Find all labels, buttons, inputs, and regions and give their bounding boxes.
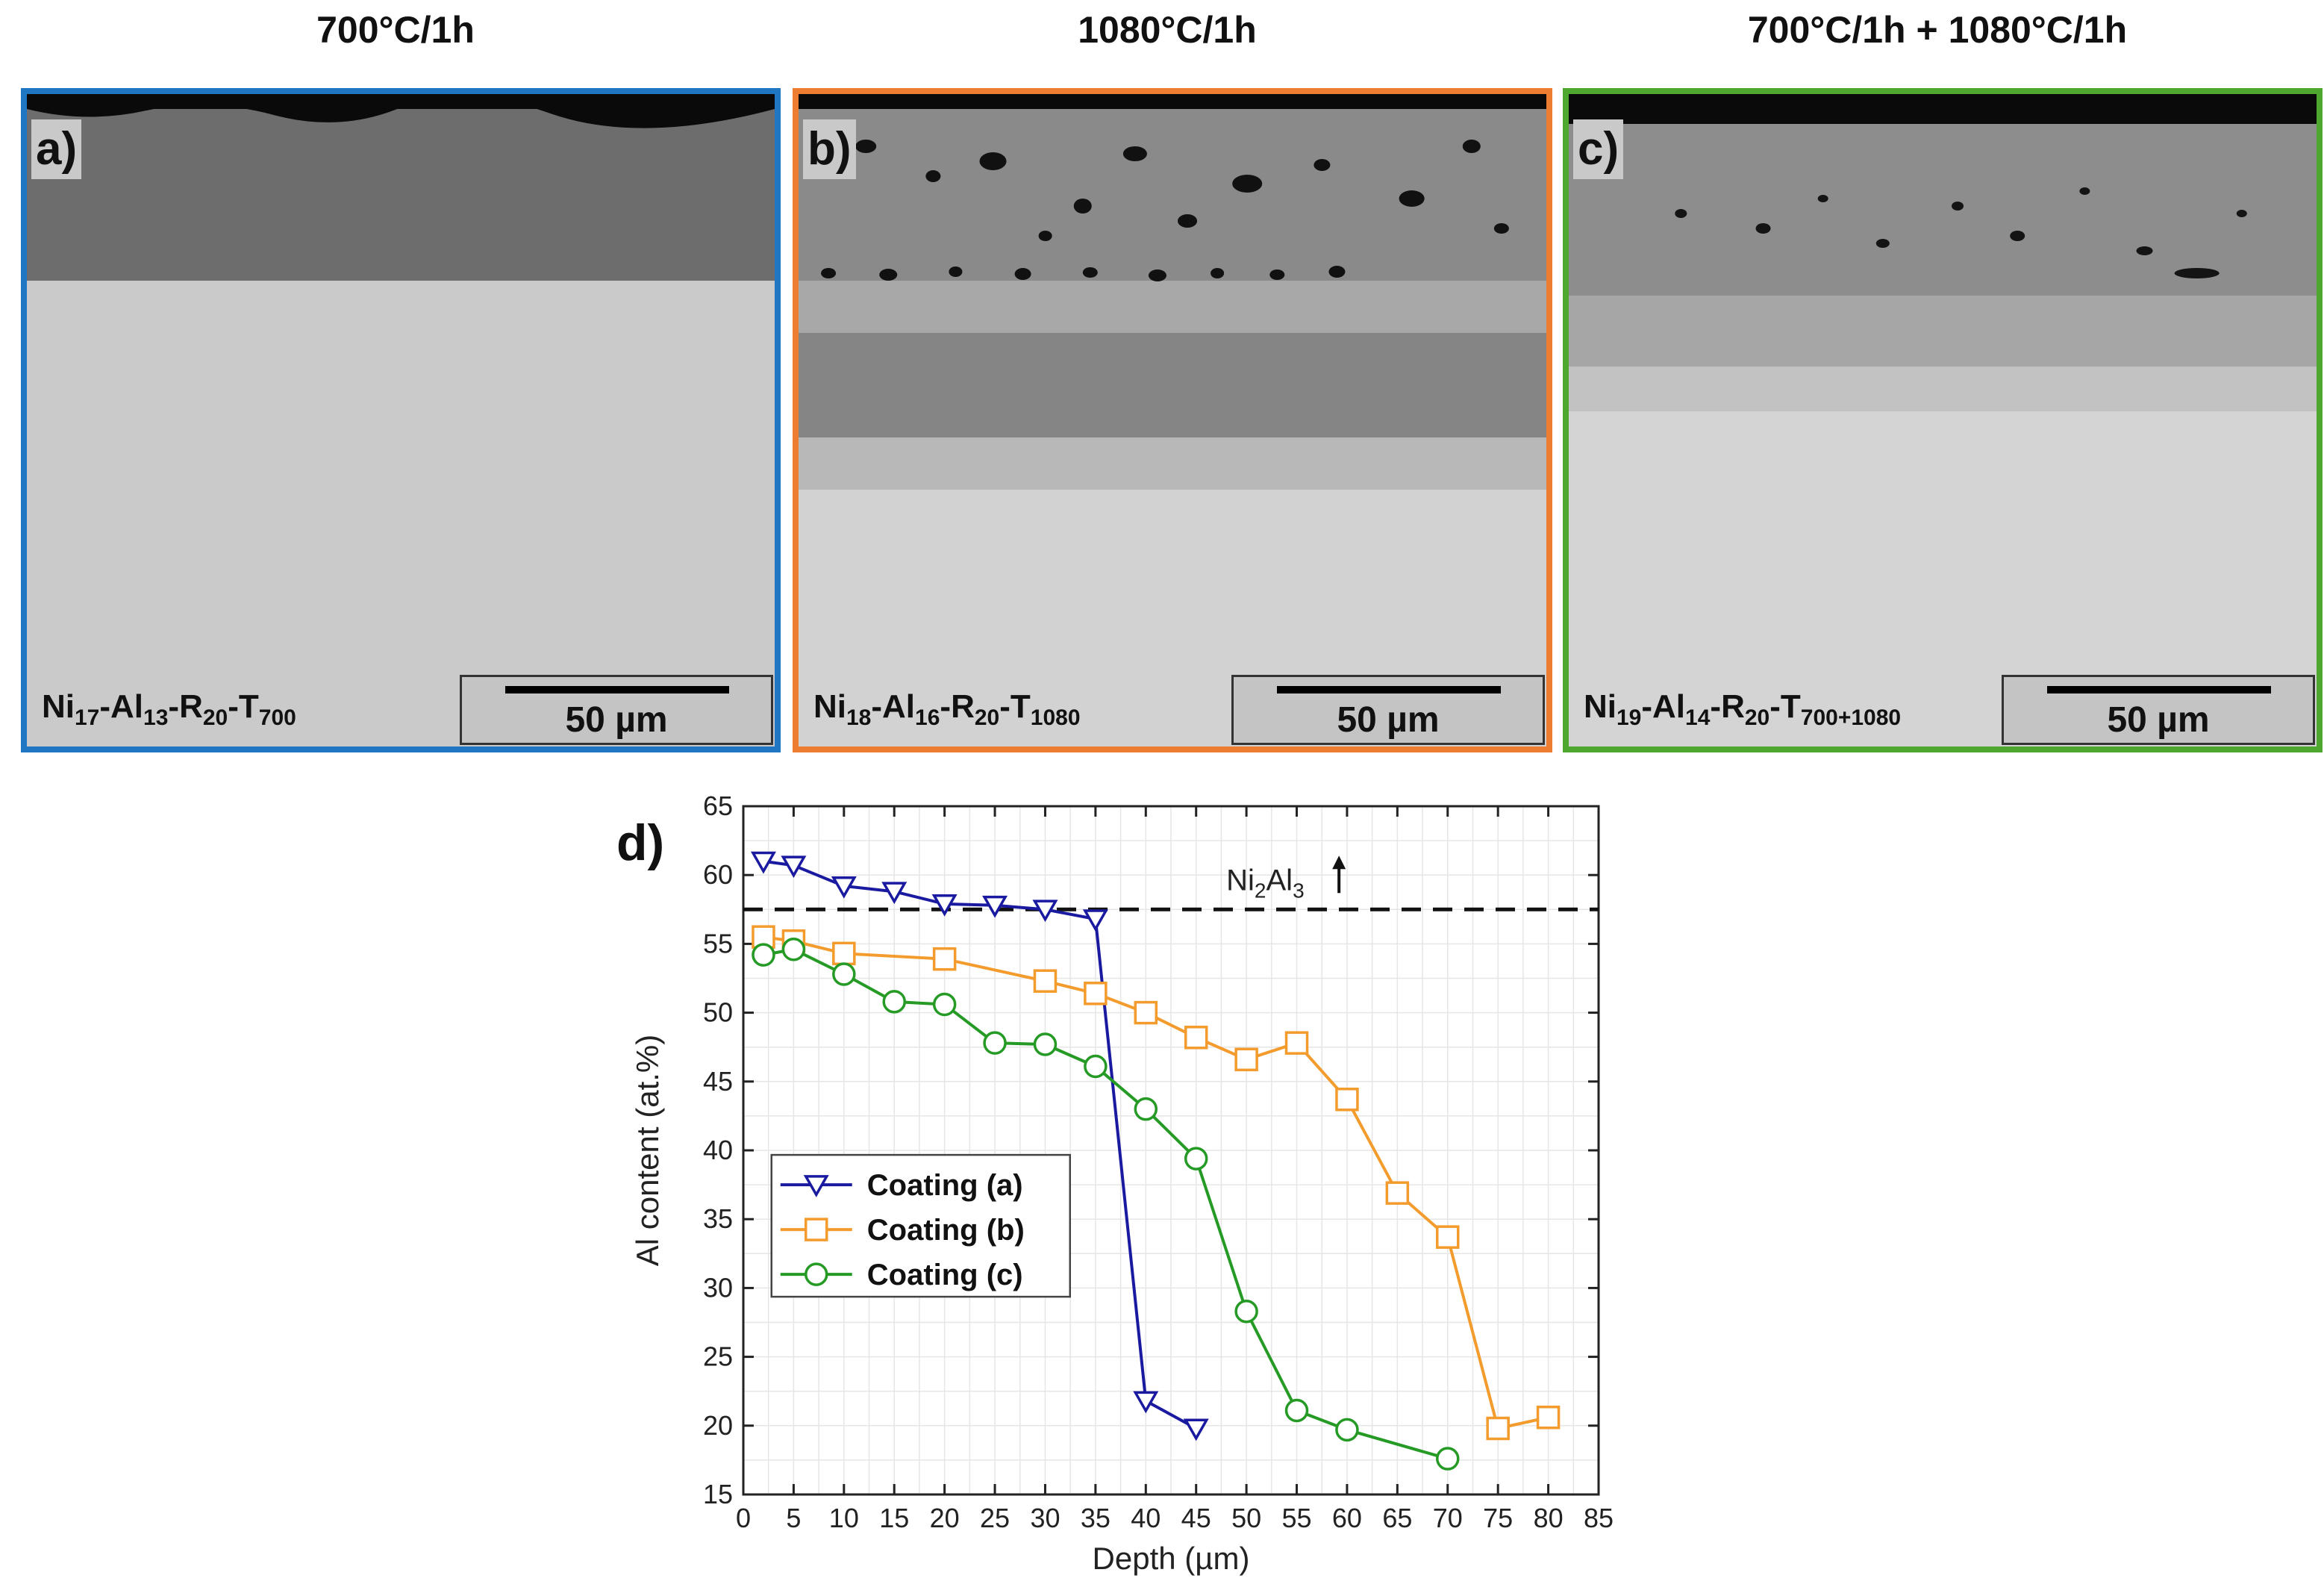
data-point <box>881 882 908 905</box>
data-point <box>752 943 775 967</box>
micrograph-panel-b: b) Ni18-Al16-R20-T1080 50 µm <box>793 88 1552 752</box>
y-tick-label: 40 <box>703 1135 733 1165</box>
data-point <box>781 938 806 961</box>
scale-bar-a: 50 µm <box>460 675 773 745</box>
x-tick-label: 25 <box>980 1503 1010 1533</box>
x-tick-label: 20 <box>930 1503 960 1533</box>
y-tick-label: 50 <box>703 997 733 1028</box>
data-point <box>1084 1054 1108 1079</box>
legend-label: Coating (a) <box>867 1169 1023 1202</box>
scale-bar-b: 50 µm <box>1231 675 1545 745</box>
data-point <box>831 876 857 899</box>
x-tick-label: 10 <box>829 1503 859 1533</box>
scale-bar-c: 50 µm <box>2002 675 2315 745</box>
data-point <box>931 894 958 917</box>
data-point <box>983 1031 1007 1055</box>
y-tick-label: 55 <box>703 928 733 958</box>
data-point <box>1133 1391 1159 1414</box>
data-point <box>932 947 957 971</box>
data-point <box>832 941 856 966</box>
data-point <box>750 851 776 874</box>
x-tick-label: 0 <box>736 1503 751 1533</box>
x-tick-label: 85 <box>1584 1503 1614 1533</box>
x-tick-label: 80 <box>1534 1503 1564 1533</box>
data-point <box>1184 1026 1208 1050</box>
data-point <box>1183 1418 1209 1441</box>
micrograph-c-image <box>1569 94 2317 746</box>
panel-b-title: 1080°C/1h <box>1078 9 1257 51</box>
data-point <box>882 990 906 1014</box>
y-tick-label: 65 <box>703 791 733 821</box>
x-tick-label: 70 <box>1433 1503 1463 1533</box>
micrograph-b-image <box>799 94 1546 746</box>
y-tick-label: 45 <box>703 1066 733 1097</box>
x-tick-label: 45 <box>1181 1503 1211 1533</box>
data-point <box>1284 1031 1309 1055</box>
y-tick-label: 30 <box>703 1272 733 1303</box>
arrow-head-icon <box>1332 855 1346 870</box>
data-point <box>1032 900 1058 923</box>
x-tick-label: 50 <box>1231 1503 1261 1533</box>
sample-label-a: Ni17-Al13-R20-T700 <box>42 688 296 730</box>
data-point <box>1234 1047 1258 1072</box>
data-point <box>1134 1000 1158 1025</box>
y-tick-label: 25 <box>703 1341 733 1372</box>
data-point <box>1284 1398 1309 1423</box>
data-point <box>1033 1032 1058 1056</box>
data-point <box>1385 1181 1410 1205</box>
data-point <box>1184 1147 1208 1170</box>
reference-line-label: Ni2Al3 <box>1226 864 1305 902</box>
data-point <box>1234 1299 1258 1324</box>
legend-marker <box>803 1175 829 1197</box>
panel-b-letter: b) <box>803 119 856 179</box>
series-line-1 <box>763 859 1197 1430</box>
data-point <box>832 962 856 986</box>
x-tick-label: 40 <box>1131 1503 1161 1533</box>
legend-marker <box>805 1218 828 1241</box>
micrograph-a-image <box>27 94 775 746</box>
x-tick-label: 65 <box>1382 1503 1412 1533</box>
legend-label: Coating (b) <box>867 1214 1025 1247</box>
x-tick-label: 15 <box>879 1503 909 1533</box>
x-tick-label: 35 <box>1081 1503 1111 1533</box>
y-tick-label: 15 <box>703 1479 733 1509</box>
y-tick-label: 20 <box>703 1410 733 1441</box>
data-point <box>1084 982 1108 1006</box>
data-point <box>1082 909 1108 932</box>
data-point <box>1486 1416 1510 1441</box>
x-tick-label: 5 <box>786 1503 801 1533</box>
al-content-chart: 0 5 10 15 20 25 30 35 40 45 50 55 60 65 70 75 80 85 15 20 25… <box>630 791 1614 1576</box>
panel-c-title: 700°C/1h + 1080°C/1h <box>1747 9 2128 51</box>
y-axis-label: Al content (at.%) <box>630 1035 665 1266</box>
data-point <box>1436 1447 1460 1471</box>
micrograph-panel-c: c) Ni19-Al14-R20-T700+1080 50 µm <box>1563 88 2323 752</box>
legend-marker <box>805 1262 828 1286</box>
panel-c-letter: c) <box>1573 119 1624 179</box>
sample-label-b: Ni18-Al16-R20-T1080 <box>813 688 1081 730</box>
sample-label-c: Ni19-Al14-R20-T700+1080 <box>1584 688 1902 730</box>
x-tick-label: 75 <box>1483 1503 1513 1533</box>
data-point <box>1335 1418 1359 1442</box>
x-axis-label: Depth (µm) <box>1093 1541 1250 1576</box>
legend-label: Coating (c) <box>867 1259 1023 1291</box>
x-tick-label: 30 <box>1030 1503 1060 1533</box>
panel-d-letter: d) <box>616 814 665 871</box>
data-point <box>1134 1097 1158 1121</box>
data-point <box>932 992 957 1017</box>
x-tick-label: 55 <box>1282 1503 1312 1533</box>
data-point <box>1033 969 1058 993</box>
y-tick-label: 35 <box>703 1203 733 1234</box>
data-point <box>1335 1088 1359 1112</box>
data-point <box>982 895 1008 918</box>
data-point <box>1536 1405 1561 1430</box>
micrograph-panel-a: a) Ni17-Al13-R20-T700 50 µm <box>21 88 781 752</box>
x-tick-label: 60 <box>1332 1503 1362 1533</box>
y-tick-label: 60 <box>703 859 733 890</box>
panel-a-letter: a) <box>31 119 82 179</box>
data-point <box>781 855 807 879</box>
panel-a-title: 700°C/1h <box>316 9 475 51</box>
data-point <box>1436 1225 1460 1249</box>
